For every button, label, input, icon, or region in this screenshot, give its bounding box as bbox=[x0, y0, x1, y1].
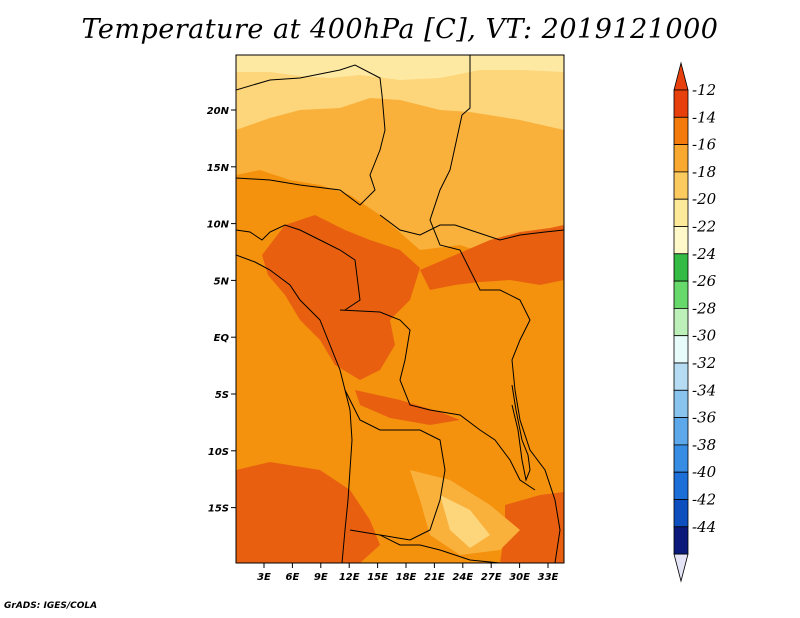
colorbar-label: -30 bbox=[692, 327, 717, 345]
colorbar-segment bbox=[673, 335, 689, 364]
colorbar-label: -14 bbox=[692, 108, 716, 126]
colorbar-label: -42 bbox=[692, 491, 716, 509]
colorbar-segment bbox=[673, 389, 689, 418]
temperature-field bbox=[236, 55, 564, 563]
colorbar-segment bbox=[673, 499, 689, 528]
border-line-1 bbox=[236, 64, 386, 206]
colorbar-bottom-triangle bbox=[673, 553, 689, 583]
colorbar-segment bbox=[673, 307, 689, 337]
colorbar-label: -32 bbox=[692, 354, 716, 372]
colorbar-label: -12 bbox=[692, 81, 716, 99]
lon-tick-label: 30E bbox=[509, 572, 530, 583]
colorbar-label: -38 bbox=[692, 436, 716, 454]
longitude-axis: 3E 6E 9E 12E 15E 18E 21E 24E 27E 30E 33E bbox=[257, 563, 559, 583]
boundary-lines bbox=[236, 55, 564, 563]
colorbar-label: -22 bbox=[692, 218, 716, 236]
colorbar-label: -26 bbox=[692, 272, 717, 290]
colorbar-label: -28 bbox=[692, 299, 716, 317]
lon-tick-label: 24E bbox=[452, 572, 473, 583]
lon-tick-label: 12E bbox=[339, 572, 360, 583]
field-band-20-north bbox=[236, 55, 564, 80]
field-patch-18-south bbox=[440, 495, 490, 548]
lake-outline bbox=[511, 384, 531, 482]
field-core-12-east bbox=[420, 225, 564, 290]
lat-tick-label: 10N bbox=[207, 220, 230, 231]
colorbar-segment bbox=[673, 226, 689, 255]
grads-credit: GrADS: IGES/COLA bbox=[4, 601, 98, 611]
lon-tick-label: 27E bbox=[481, 572, 502, 583]
lat-tick-label: 5S bbox=[215, 390, 229, 401]
colorbar-label: -36 bbox=[692, 409, 717, 427]
field-core-12-southeast bbox=[500, 492, 564, 563]
map-frame bbox=[235, 54, 565, 564]
latitude-axis: 20N 15N 10N 5N EQ 5S 10S 15S bbox=[207, 106, 236, 515]
lon-tick-label: 15E bbox=[367, 572, 388, 583]
colorbar-segment bbox=[673, 471, 689, 500]
colorbar-label: -44 bbox=[692, 518, 716, 536]
border-line-6 bbox=[236, 224, 361, 311]
colorbar-segment bbox=[673, 198, 689, 227]
colorbar-label: -16 bbox=[692, 136, 717, 154]
colorbar-label: -40 bbox=[692, 463, 717, 481]
lon-tick-label: 18E bbox=[396, 572, 417, 583]
colorbar-label: -24 bbox=[692, 245, 716, 263]
colorbar-segment bbox=[673, 171, 689, 200]
colorbar-segment bbox=[673, 253, 689, 282]
border-line-7 bbox=[379, 534, 501, 563]
colorbar-segment bbox=[673, 526, 689, 555]
field-streak-12-south bbox=[355, 390, 460, 425]
colorbar-top-triangle bbox=[673, 61, 689, 91]
colorbar-segment bbox=[673, 280, 689, 309]
lat-tick-label: 20N bbox=[207, 106, 230, 117]
lat-tick-label: 15S bbox=[208, 504, 229, 515]
border-line-4 bbox=[339, 309, 536, 491]
lon-tick-label: 6E bbox=[286, 572, 300, 583]
colorbar-segment bbox=[673, 444, 689, 473]
colorbar-label: -34 bbox=[692, 381, 716, 399]
colorbar-segment bbox=[673, 417, 689, 446]
lon-tick-label: 21E bbox=[424, 572, 445, 583]
colorbar-segment bbox=[673, 144, 689, 173]
coastline-west bbox=[236, 254, 353, 563]
border-line-3 bbox=[379, 214, 564, 241]
colorbar-segment bbox=[673, 89, 689, 118]
colorbar-segment bbox=[673, 116, 689, 146]
lon-tick-label: 3E bbox=[257, 572, 271, 583]
lat-tick-label: 5N bbox=[214, 276, 230, 287]
colorbar-segment bbox=[673, 362, 689, 391]
field-core-12-central bbox=[262, 215, 420, 380]
border-line-2 bbox=[429, 55, 561, 563]
border-line-5 bbox=[344, 389, 446, 541]
lat-tick-label: 15N bbox=[207, 163, 230, 174]
colorbar-label: -18 bbox=[692, 163, 716, 181]
lat-tick-label: EQ bbox=[214, 333, 230, 344]
lat-tick-label: 10S bbox=[208, 447, 229, 458]
lon-tick-label: 33E bbox=[538, 572, 559, 583]
chart-title: Temperature at 400hPa [C], VT: 201912100… bbox=[81, 14, 719, 45]
lon-tick-label: 9E bbox=[314, 572, 328, 583]
colorbar: -12 -14 -16 -18 -20 -22 -24 -26 -28 -30 -32 -34 -36 -… bbox=[673, 61, 717, 583]
colorbar-label: -20 bbox=[692, 190, 717, 208]
